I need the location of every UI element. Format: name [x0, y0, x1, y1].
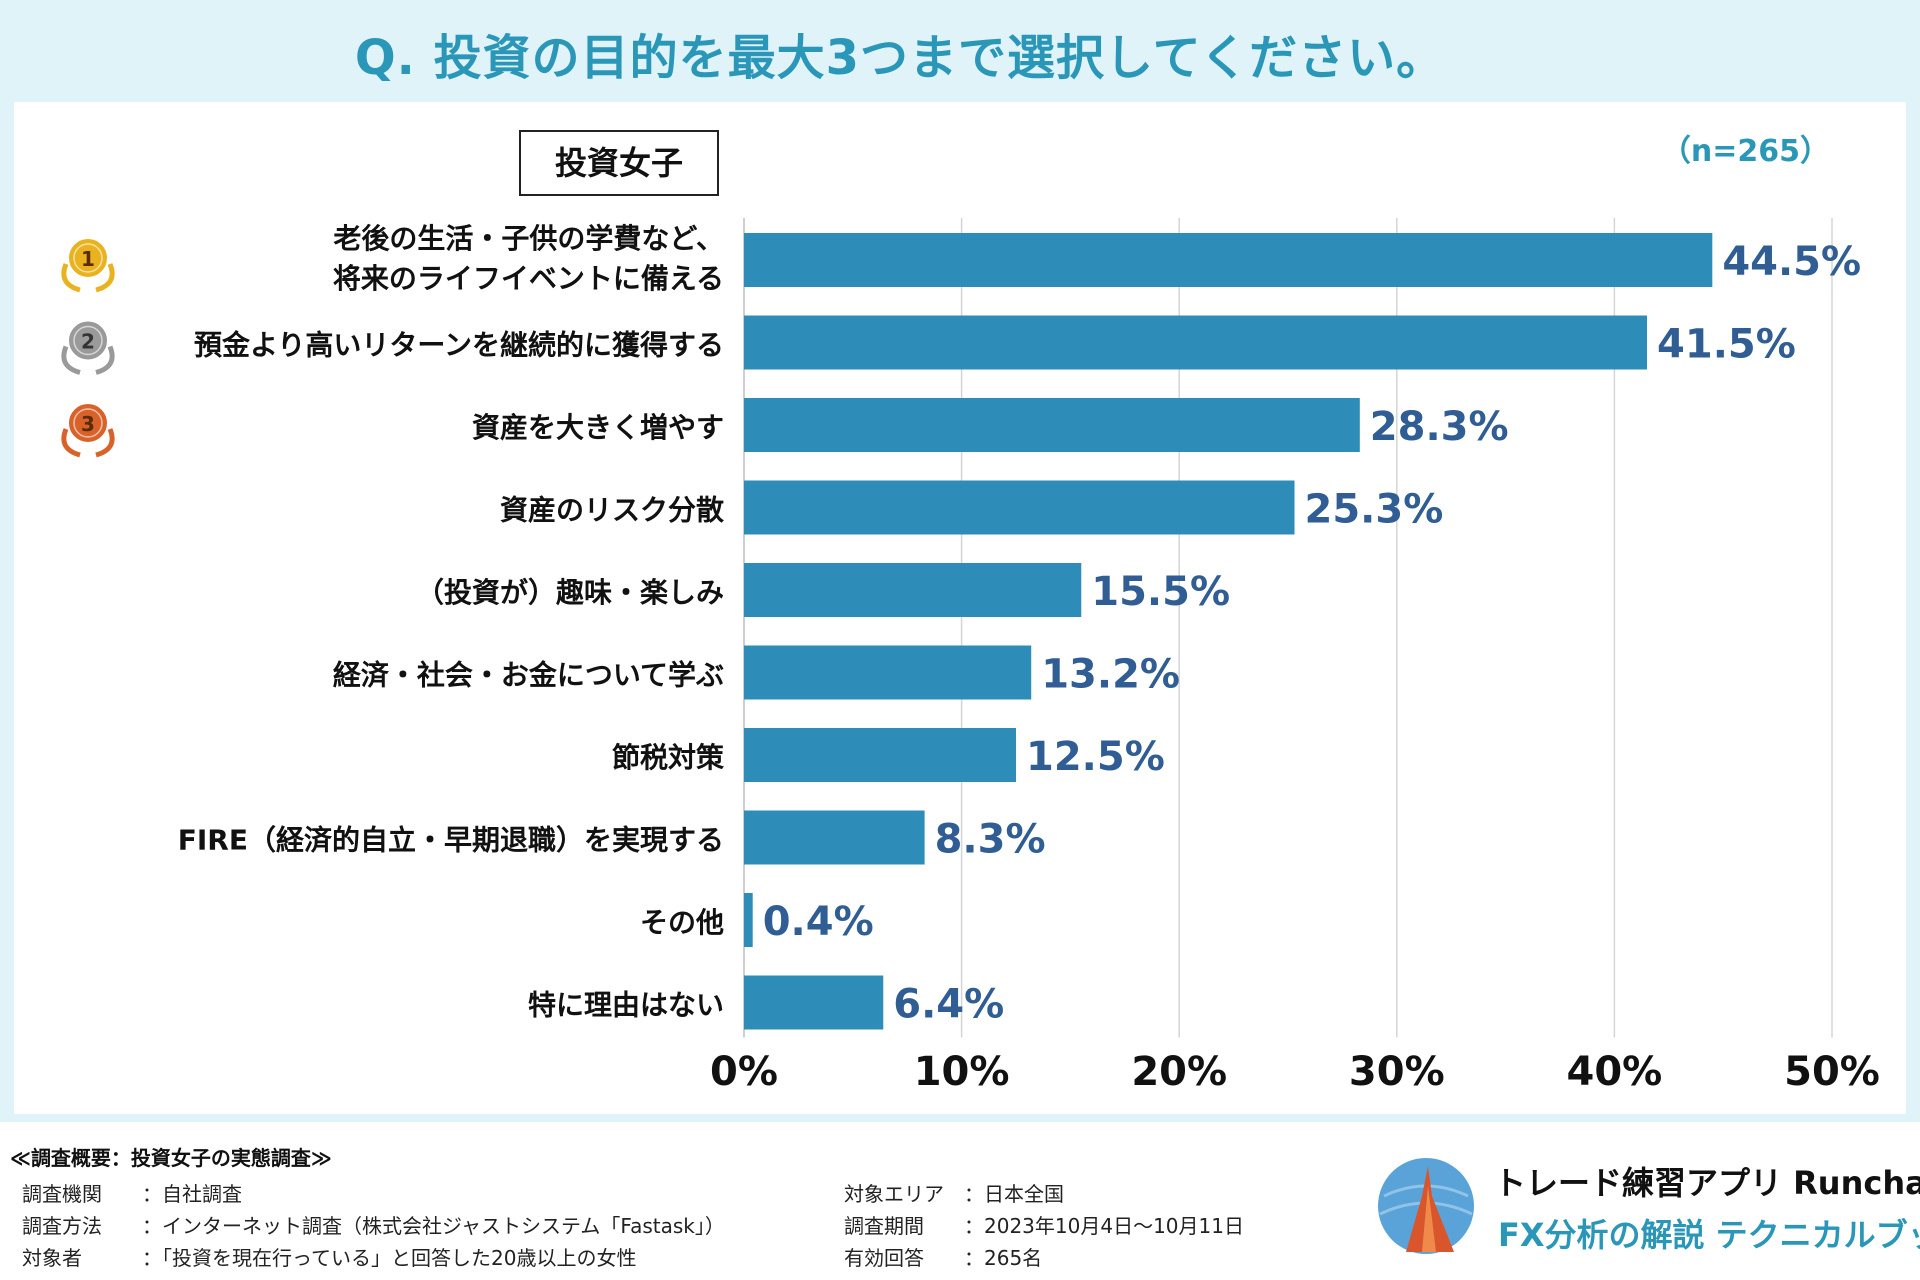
survey-value: ：日本全国 — [964, 1182, 1064, 1206]
value-label: 25.3% — [1305, 487, 1444, 533]
bar-chart: 0% 10% 20% 30% 40% 50% 44.5% 老後の生活・子供の学費など、将来のラ… — [61, 218, 1880, 1095]
survey-value: ：265名 — [964, 1246, 1043, 1270]
category-label: 資産を大きく増やす — [472, 411, 724, 444]
survey-heading: ≪調査概要：投資女子の実態調査≫ — [10, 1146, 332, 1170]
value-label: 8.3% — [935, 817, 1046, 863]
rank-medal-ring — [73, 325, 103, 356]
category-label: 預金より高いリターンを継続的に獲得する — [194, 329, 724, 362]
medal-laurel-icon — [95, 428, 115, 458]
category-label: 老後の生活・子供の学費など、 — [333, 222, 724, 255]
category-label: 特に理由はない — [528, 989, 724, 1022]
survey-key: 対象者 — [22, 1246, 82, 1270]
bar — [744, 975, 884, 1030]
survey-key: 調査機関 — [22, 1182, 102, 1206]
survey-row-responses: 有効回答 ：265名 — [844, 1242, 1042, 1271]
bar — [744, 810, 925, 865]
group-label: 投資女子 — [519, 130, 719, 196]
chart-title: Q. 投資の目的を最大3つまで選択してください。 — [354, 30, 1446, 86]
x-tick-label: 10% — [914, 1049, 1010, 1095]
bar — [744, 563, 1082, 617]
survey-value: ：インターネット調査（株式会社ジャストシステム「Fastask」） — [142, 1214, 725, 1238]
category-label: 節税対策 — [612, 741, 724, 774]
sample-size: （n=265） — [1660, 134, 1830, 169]
medal-laurel-icon — [61, 345, 81, 375]
x-tick-label: 40% — [1567, 1049, 1663, 1095]
survey-row-org: 調査機関 ：自社調査 — [22, 1178, 242, 1207]
survey-value: ：「投資を現在行っている」と回答した20歳以上の女性 — [142, 1246, 637, 1270]
bar — [744, 893, 753, 947]
bar — [744, 728, 1016, 782]
survey-row-method: 調査方法 ：インターネット調査（株式会社ジャストシステム「Fastask」） — [22, 1210, 725, 1239]
medal-laurel-icon — [61, 263, 81, 293]
medal-laurel-icon — [95, 345, 115, 375]
x-tick-label: 50% — [1784, 1049, 1880, 1095]
brand-name: トレード練習アプリ Runcha — [1494, 1164, 1920, 1202]
medal-laurel-icon — [95, 263, 115, 293]
category-label: （投資が）趣味・楽しみ — [416, 576, 724, 609]
bar — [744, 645, 1032, 700]
survey-key: 調査方法 — [22, 1214, 102, 1238]
survey-key: 有効回答 — [844, 1246, 924, 1270]
bar — [744, 315, 1648, 370]
category-label: FIRE（経済的自立・早期退職）を実現する — [178, 824, 724, 857]
value-label: 0.4% — [763, 899, 874, 945]
category-label: 資産のリスク分散 — [500, 494, 724, 527]
value-label: 13.2% — [1041, 652, 1180, 698]
survey-key: 調査期間 — [844, 1214, 924, 1238]
survey-value: ：2023年10月4日〜10月11日 — [964, 1214, 1244, 1238]
category-label: 将来のライフイベントに備える — [333, 262, 724, 295]
rank-medal-ring — [73, 408, 103, 438]
category-label: 経済・社会・お金について学ぶ — [333, 659, 724, 692]
bar — [744, 233, 1713, 287]
rank-medal-ring — [73, 243, 103, 273]
rank-number: 2 — [81, 330, 95, 354]
value-label: 12.5% — [1026, 734, 1165, 780]
rank-number: 3 — [81, 412, 95, 436]
brand-subtitle: FX分析の解説 テクニカルブック — [1498, 1216, 1920, 1254]
x-tick-label: 0% — [710, 1049, 778, 1095]
footer: ≪調査概要：投資女子の実態調査≫ — [0, 1122, 1920, 1280]
medal-laurel-icon — [61, 428, 81, 458]
value-label: 15.5% — [1091, 569, 1230, 615]
runcha-logo-icon — [1378, 1158, 1474, 1254]
value-label: 28.3% — [1370, 404, 1509, 450]
rank-number: 1 — [81, 247, 95, 271]
survey-value: ：自社調査 — [142, 1182, 242, 1206]
value-label: 6.4% — [893, 982, 1004, 1028]
bar — [744, 398, 1360, 452]
survey-key: 対象エリア — [844, 1182, 944, 1206]
value-label: 41.5% — [1657, 322, 1796, 368]
category-label: その他 — [640, 906, 724, 939]
x-tick-label: 30% — [1349, 1049, 1445, 1095]
bar — [744, 480, 1295, 535]
survey-row-target: 対象者 ：「投資を現在行っている」と回答した20歳以上の女性 — [22, 1242, 636, 1271]
survey-row-area: 対象エリア ：日本全国 — [844, 1178, 1064, 1207]
survey-row-period: 調査期間 ：2023年10月4日〜10月11日 — [844, 1210, 1244, 1239]
value-label: 44.5% — [1722, 239, 1861, 285]
x-tick-label: 20% — [1131, 1049, 1227, 1095]
